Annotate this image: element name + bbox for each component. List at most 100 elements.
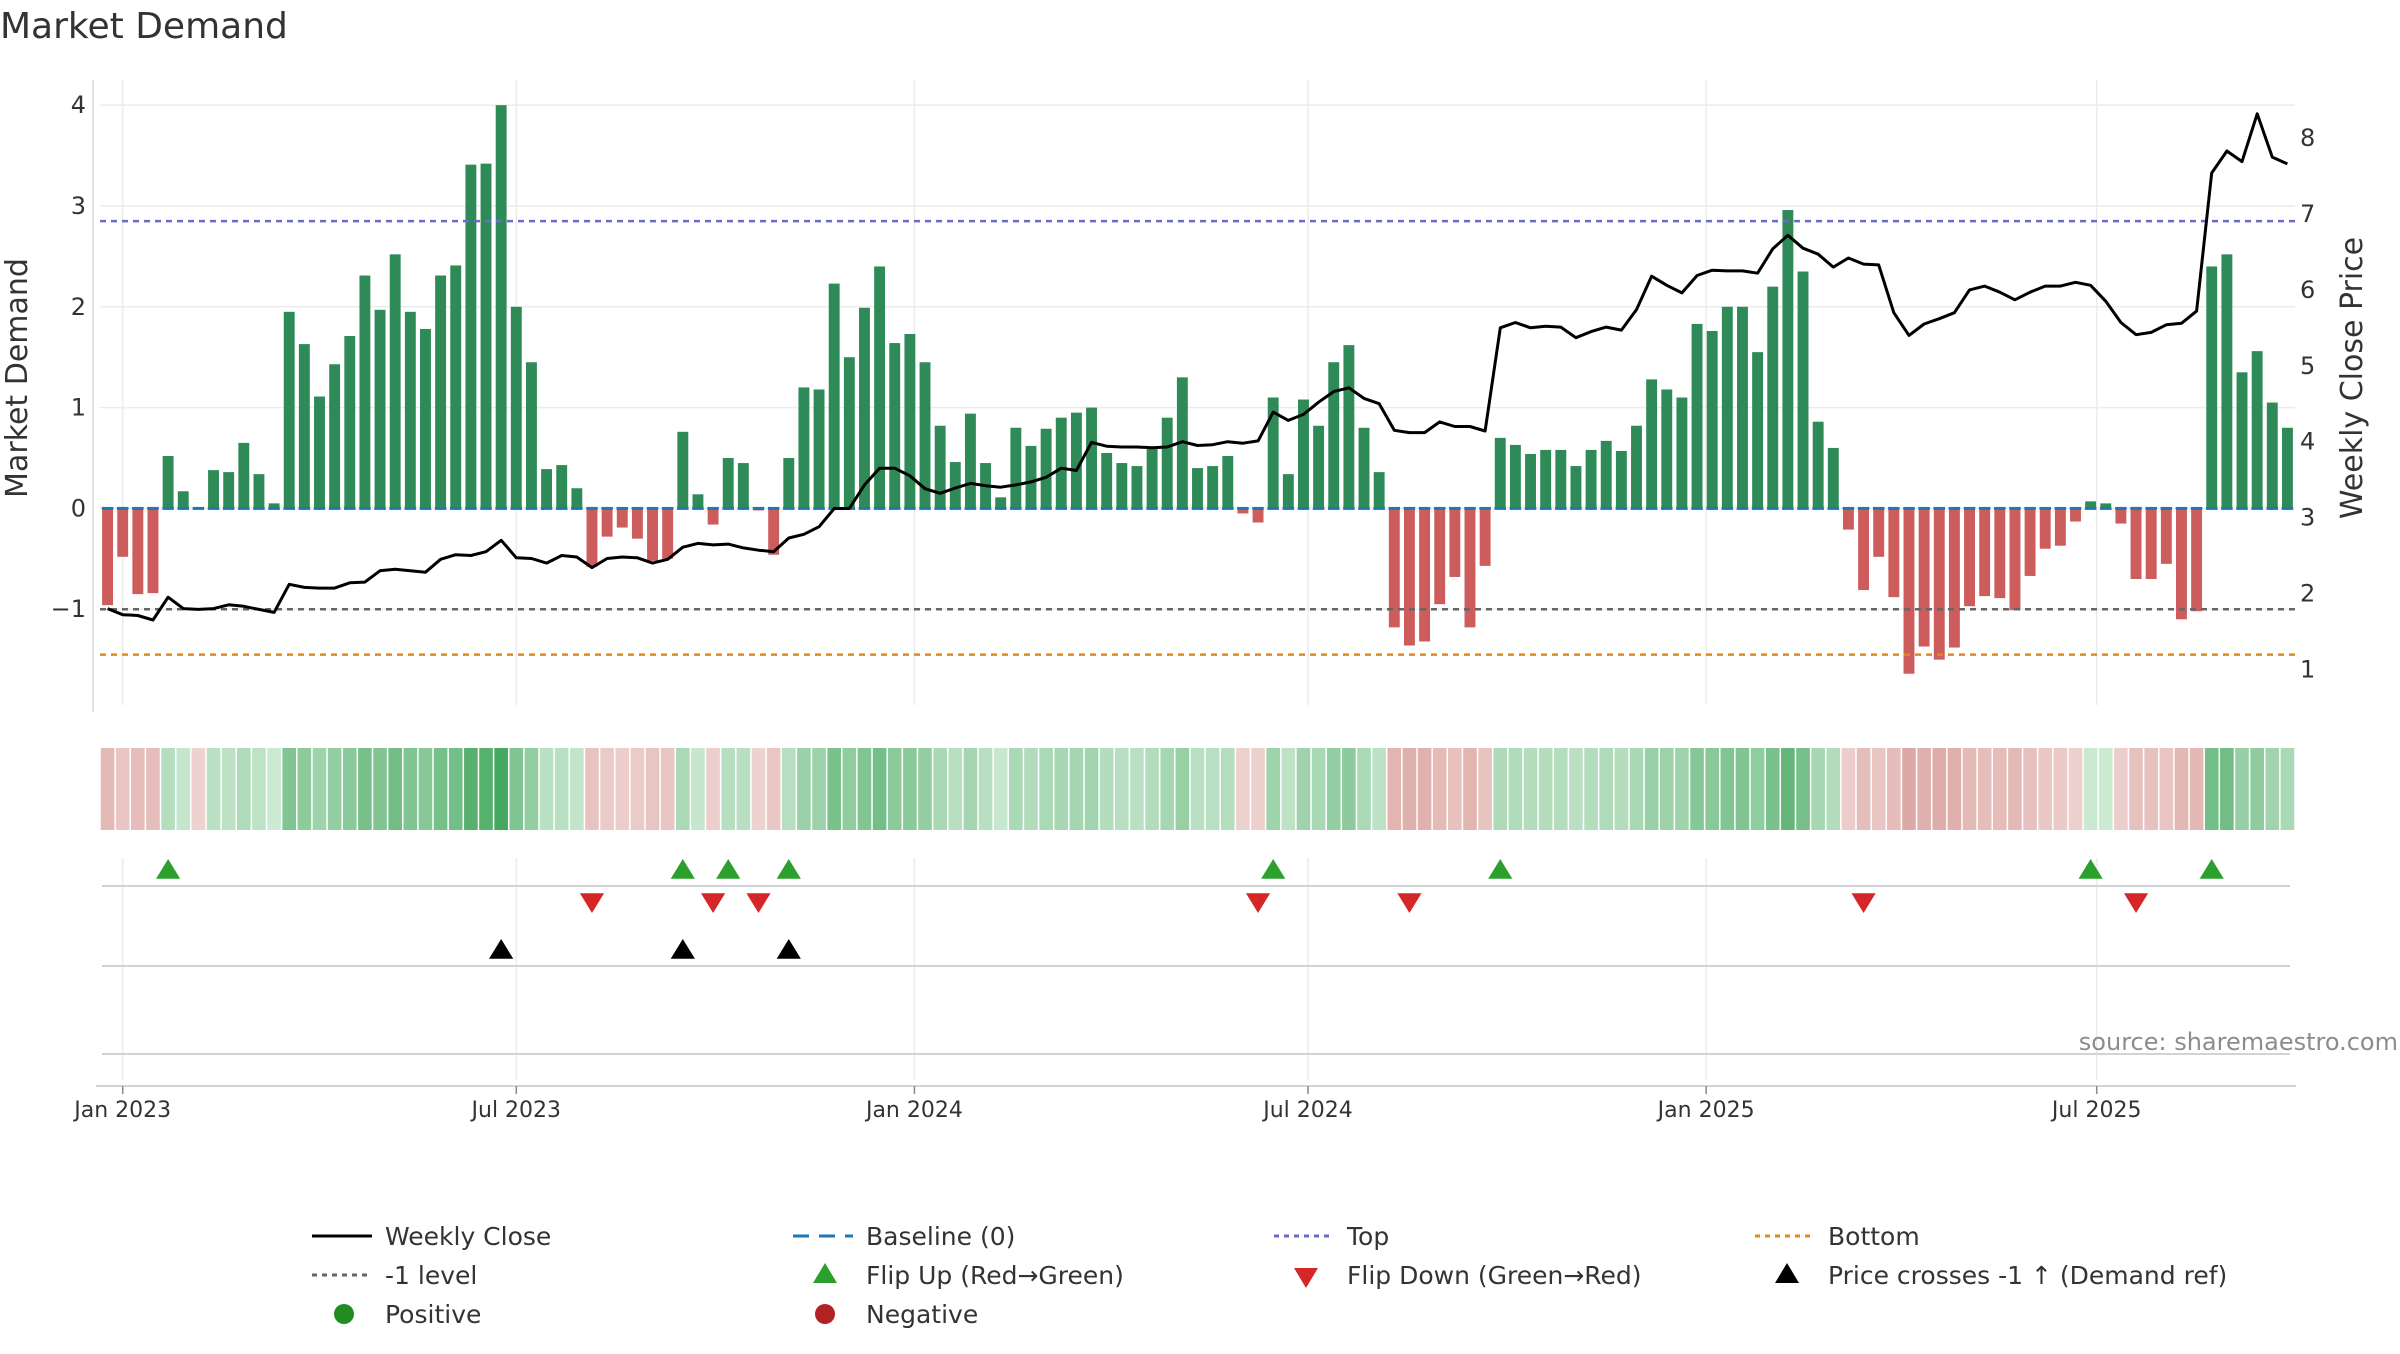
heat-cell bbox=[1448, 748, 1462, 830]
demand-bar bbox=[1888, 508, 1900, 598]
demand-bar bbox=[465, 164, 477, 509]
flip-down-marker bbox=[1245, 893, 1271, 913]
demand-bar bbox=[1570, 466, 1582, 509]
source-text: source: sharemaestro.com bbox=[2079, 1028, 2398, 1056]
demand-bar bbox=[1403, 508, 1415, 646]
demand-bar bbox=[268, 503, 280, 509]
heat-cell bbox=[842, 748, 857, 830]
demand-bar bbox=[2054, 508, 2066, 546]
heat-cell bbox=[812, 748, 826, 830]
heat-cell bbox=[2159, 748, 2174, 830]
chart-title: Market Demand bbox=[0, 6, 288, 47]
heat-cell bbox=[1841, 748, 1856, 830]
demand-bar bbox=[1600, 440, 1612, 509]
demand-bar bbox=[737, 463, 749, 509]
heat-cell bbox=[1690, 748, 1704, 830]
demand-bar bbox=[798, 387, 810, 509]
heat-cell bbox=[2114, 748, 2128, 830]
demand-bars bbox=[102, 105, 2293, 674]
heat-cell bbox=[312, 748, 327, 830]
demand-bar bbox=[541, 469, 553, 509]
demand-bar bbox=[1252, 508, 1264, 523]
heat-cell bbox=[115, 748, 130, 830]
flip-down-marker bbox=[700, 893, 726, 913]
demand-bar bbox=[1025, 445, 1037, 509]
demand-bar bbox=[420, 328, 431, 509]
flip-up-marker bbox=[1488, 859, 1513, 879]
heat-cell bbox=[1675, 748, 1689, 830]
demand-bar bbox=[1782, 210, 1794, 509]
legend-item-weekly-close: Weekly Close bbox=[312, 1222, 551, 1251]
heat-cell bbox=[1326, 748, 1341, 830]
flip-up-marker bbox=[670, 859, 695, 879]
heat-cell bbox=[479, 748, 493, 830]
demand-bar bbox=[314, 396, 325, 509]
left-tick-label: 0 bbox=[71, 494, 86, 522]
demand-bar bbox=[1540, 449, 1552, 509]
demand-bar bbox=[404, 311, 416, 509]
legend: Weekly Close Baseline (0) Top Bottom -1 … bbox=[312, 1222, 2227, 1329]
demand-bar bbox=[1267, 397, 1279, 509]
demand-bar bbox=[298, 344, 310, 509]
heat-cell bbox=[342, 748, 357, 830]
demand-bar bbox=[2236, 372, 2248, 509]
heat-cell bbox=[191, 748, 206, 830]
flip-up-icon bbox=[813, 1263, 837, 1283]
heat-cell bbox=[2250, 748, 2264, 830]
heat-cell bbox=[615, 748, 630, 830]
demand-bar bbox=[2009, 508, 2021, 611]
demand-bar bbox=[2221, 254, 2233, 509]
heat-cell bbox=[1554, 748, 1568, 830]
demand-bar bbox=[2266, 402, 2278, 509]
demand-bar bbox=[1691, 323, 1703, 509]
left-tick-label: 1 bbox=[71, 394, 86, 422]
heat-cell bbox=[100, 748, 115, 830]
heat-cell bbox=[1387, 748, 1402, 830]
demand-bar bbox=[556, 465, 568, 509]
heat-cell bbox=[1584, 748, 1598, 830]
heat-cell bbox=[1266, 748, 1280, 830]
right-tick-label: 7 bbox=[2300, 200, 2315, 228]
flip-up-marker bbox=[716, 859, 741, 879]
demand-bar bbox=[1419, 508, 1431, 642]
heat-cell bbox=[887, 748, 902, 830]
positive-dot-icon bbox=[334, 1304, 354, 1324]
heat-cell bbox=[2204, 748, 2219, 830]
legend-label-minus-one: -1 level bbox=[385, 1261, 477, 1290]
heat-cell bbox=[797, 748, 811, 830]
demand-bar bbox=[1328, 362, 1340, 509]
demand-bar bbox=[1237, 508, 1249, 514]
demand-bar bbox=[1842, 508, 1854, 530]
demand-bar bbox=[1721, 306, 1733, 509]
left-tick-label: −1 bbox=[51, 595, 86, 623]
heat-cell bbox=[1871, 748, 1886, 830]
demand-bar bbox=[1767, 286, 1779, 509]
heat-cell bbox=[1493, 748, 1508, 830]
heat-cell bbox=[2008, 748, 2022, 830]
heat-cell bbox=[418, 748, 433, 830]
heat-cell bbox=[1705, 748, 1719, 830]
legend-label-flip-down: Flip Down (Green→Red) bbox=[1347, 1261, 1642, 1290]
right-tick-label: 4 bbox=[2300, 428, 2315, 456]
legend-item-baseline: Baseline (0) bbox=[793, 1222, 1015, 1251]
flip-up-marker bbox=[2199, 859, 2224, 879]
demand-bar bbox=[616, 508, 628, 528]
heat-cell bbox=[206, 748, 221, 830]
heat-cell bbox=[1614, 748, 1629, 830]
demand-bar bbox=[1146, 447, 1158, 509]
demand-bar bbox=[1964, 508, 1975, 607]
flip-down-marker bbox=[1851, 893, 1876, 913]
demand-bar bbox=[1555, 449, 1567, 509]
demand-bar bbox=[904, 334, 916, 509]
demand-bar bbox=[1646, 379, 1658, 509]
demand-bar bbox=[450, 265, 462, 509]
demand-bar bbox=[1449, 508, 1461, 577]
heat-cell bbox=[1856, 748, 1871, 830]
heat-cell bbox=[963, 748, 978, 830]
heat-cell bbox=[1629, 748, 1644, 830]
heat-cell bbox=[1735, 748, 1750, 830]
left-axis-label: Market Demand bbox=[0, 258, 35, 498]
heat-cell bbox=[827, 748, 841, 830]
demand-bar bbox=[586, 508, 598, 567]
